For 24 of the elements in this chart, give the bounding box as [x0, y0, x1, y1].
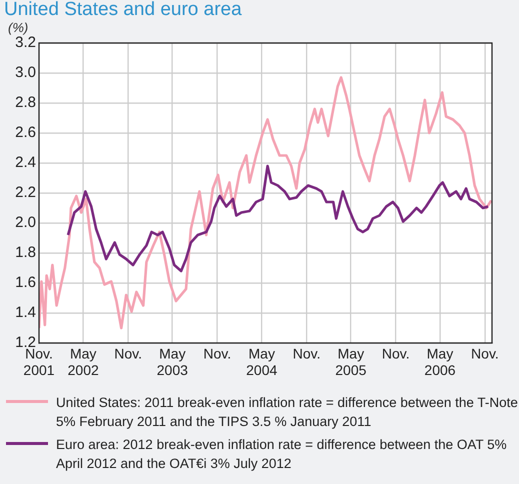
y-tick-label: 2.8: [15, 94, 36, 112]
y-tick-label: 2.2: [15, 184, 36, 202]
legend-label: Euro area: 2012 break-even inflation rate = difference between the OAT 5% April 2012 and the OAT€i 3% July 2012: [56, 436, 508, 473]
x-tick-label: Nov.: [292, 345, 321, 362]
x-tick-label: May 2002: [68, 345, 99, 378]
y-tick-label: 1.6: [15, 274, 36, 292]
x-tick-label: Nov.: [203, 345, 232, 362]
x-tick-label: Nov.: [114, 345, 142, 362]
y-axis-title: (%): [8, 20, 28, 35]
y-tick-label: 2.6: [15, 124, 36, 142]
x-tick-label: May 2005: [335, 345, 367, 378]
x-tick-label: May 2003: [156, 345, 188, 378]
y-tick-label: 3.0: [15, 64, 36, 82]
y-tick-label: 2.4: [15, 154, 36, 172]
chart-title: United States and euro area: [4, 0, 242, 20]
y-tick-label: 1.4: [15, 304, 36, 322]
legend-label: United States: 2011 break-even inflation rate = difference between the T-Note 5% February 2011 and the TIPS 3.5 % January 2011: [56, 394, 519, 431]
y-tick-label: 1.8: [15, 244, 36, 262]
y-tick-label: 3.2: [15, 34, 36, 52]
y-tick-label: 2.0: [15, 214, 36, 232]
x-tick-label: Nov.: [471, 345, 499, 362]
x-tick-label: May 2004: [246, 345, 278, 378]
x-tick-label: May 2006: [424, 345, 456, 378]
x-tick-label: Nov.: [382, 345, 410, 362]
